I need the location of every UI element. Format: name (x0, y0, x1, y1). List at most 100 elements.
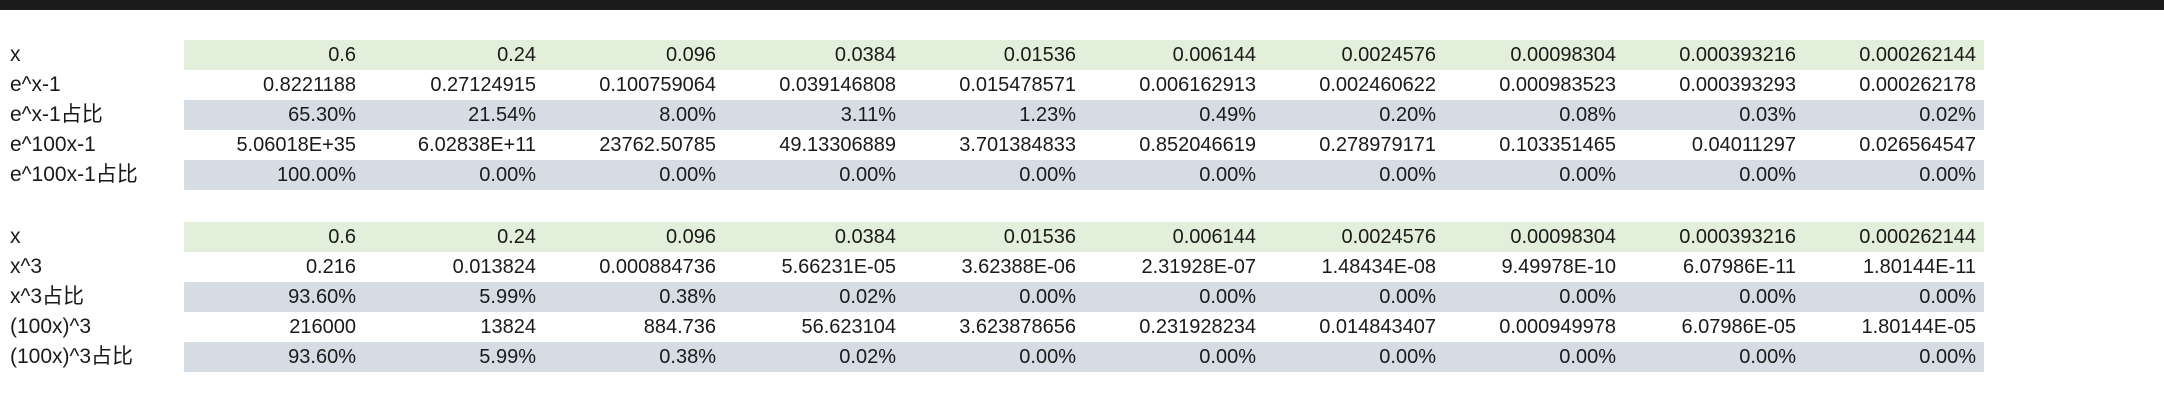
table-cell[interactable]: 1.48434E-08 (1321, 256, 1436, 278)
table-cell[interactable]: 0.00% (1559, 346, 1616, 368)
table-cell[interactable]: 0.000393293 (1679, 74, 1796, 96)
table-cell[interactable]: 0.006144 (1172, 226, 1256, 248)
table-cell[interactable]: 0.20% (1379, 104, 1436, 126)
table-cell[interactable]: 0.852046619 (1139, 134, 1256, 156)
table-cell[interactable]: 0.0384 (834, 44, 896, 66)
table-cell[interactable]: 5.06018E+35 (236, 134, 356, 156)
table-cell[interactable]: 0.8221188 (262, 74, 356, 96)
table-cell[interactable]: 0.014843407 (1319, 316, 1436, 338)
table-cell[interactable]: 0.006162913 (1139, 74, 1256, 96)
table-cell[interactable]: 0.000949978 (1499, 316, 1616, 338)
table-cell[interactable]: 0.231928234 (1139, 316, 1256, 338)
table-cell[interactable]: 216000 (289, 316, 356, 338)
table-cell[interactable]: 0.103351465 (1499, 134, 1616, 156)
table-cell[interactable]: 0.096 (665, 44, 716, 66)
table-cell[interactable]: 0.00% (1019, 286, 1076, 308)
table-cell[interactable]: 0.01536 (1003, 44, 1076, 66)
table-cell[interactable]: 0.000393216 (1679, 226, 1796, 248)
table-cell[interactable]: 0.24 (497, 44, 536, 66)
row-label-cell[interactable]: (100x)^3占比 (10, 345, 134, 368)
table-cell[interactable]: 0.00% (1919, 346, 1976, 368)
table-cell[interactable]: 100.00% (277, 164, 356, 186)
table-cell[interactable]: 3.701384833 (959, 134, 1076, 156)
table-cell[interactable]: 3.623878656 (959, 316, 1076, 338)
table-cell[interactable]: 0.00% (1379, 346, 1436, 368)
table-cell[interactable]: 5.99% (479, 286, 536, 308)
table-cell[interactable]: 0.00% (1559, 164, 1616, 186)
table-cell[interactable]: 0.015478571 (959, 74, 1076, 96)
table-cell[interactable]: 0.00% (1919, 164, 1976, 186)
table-cell[interactable]: 0.6 (328, 44, 356, 66)
table-cell[interactable]: 0.0024576 (1341, 226, 1436, 248)
table-cell[interactable]: 0.00% (839, 164, 896, 186)
table-cell[interactable]: 0.00098304 (1510, 226, 1616, 248)
table-cell[interactable]: 0.002460622 (1319, 74, 1436, 96)
table-cell[interactable]: 3.11% (840, 104, 896, 126)
row-label-cell[interactable]: x (10, 43, 21, 66)
table-cell[interactable]: 2.31928E-07 (1141, 256, 1256, 278)
table-cell[interactable]: 5.99% (479, 346, 536, 368)
row-label-cell[interactable]: e^100x-1 (10, 133, 96, 156)
table-cell[interactable]: 0.02% (839, 286, 896, 308)
table-cell[interactable]: 0.00% (479, 164, 536, 186)
table-cell[interactable]: 0.000262144 (1859, 44, 1976, 66)
table-cell[interactable]: 0.00% (1379, 164, 1436, 186)
table-cell[interactable]: 0.100759064 (599, 74, 716, 96)
table-cell[interactable]: 0.0024576 (1341, 44, 1436, 66)
table-cell[interactable]: 0.00% (1739, 286, 1796, 308)
table-cell[interactable]: 1.23% (1019, 104, 1076, 126)
table-cell[interactable]: 0.00% (1019, 346, 1076, 368)
table-cell[interactable]: 0.00098304 (1510, 44, 1616, 66)
table-cell[interactable]: 0.02% (1919, 104, 1976, 126)
table-cell[interactable]: 0.27124915 (430, 74, 536, 96)
table-cell[interactable]: 0.00% (1559, 286, 1616, 308)
row-label-cell[interactable]: e^x-1占比 (10, 103, 103, 126)
table-cell[interactable]: 0.026564547 (1859, 134, 1976, 156)
table-cell[interactable]: 0.49% (1199, 104, 1256, 126)
table-cell[interactable]: 0.000884736 (599, 256, 716, 278)
table-cell[interactable]: 0.38% (659, 286, 716, 308)
table-cell[interactable]: 0.00% (1739, 164, 1796, 186)
table-cell[interactable]: 5.66231E-05 (781, 256, 896, 278)
table-cell[interactable]: 0.03% (1739, 104, 1796, 126)
table-cell[interactable]: 0.00% (659, 164, 716, 186)
table-cell[interactable]: 93.60% (288, 346, 356, 368)
table-cell[interactable]: 0.000393216 (1679, 44, 1796, 66)
table-cell[interactable]: 9.49978E-10 (1501, 256, 1616, 278)
table-cell[interactable]: 65.30% (288, 104, 356, 126)
table-cell[interactable]: 23762.50785 (599, 134, 716, 156)
table-cell[interactable]: 0.08% (1559, 104, 1616, 126)
table-cell[interactable]: 0.00% (1199, 286, 1256, 308)
table-cell[interactable]: 8.00% (659, 104, 716, 126)
row-label-cell[interactable]: e^x-1 (10, 73, 61, 96)
table-cell[interactable]: 1.80144E-11 (1862, 256, 1976, 278)
table-cell[interactable]: 0.00% (1919, 286, 1976, 308)
table-cell[interactable]: 0.38% (659, 346, 716, 368)
row-label-cell[interactable]: e^100x-1占比 (10, 163, 138, 186)
table-cell[interactable]: 0.00% (1199, 346, 1256, 368)
table-cell[interactable]: 0.6 (328, 226, 356, 248)
table-cell[interactable]: 13824 (480, 316, 536, 338)
table-cell[interactable]: 6.02838E+11 (417, 134, 536, 156)
table-cell[interactable]: 0.039146808 (779, 74, 896, 96)
table-cell[interactable]: 884.736 (643, 316, 716, 338)
table-cell[interactable]: 0.04011297 (1691, 134, 1796, 156)
row-label-cell[interactable]: (100x)^3 (10, 315, 92, 338)
table-cell[interactable]: 0.013824 (452, 256, 536, 278)
table-cell[interactable]: 1.80144E-05 (1861, 316, 1976, 338)
row-label-cell[interactable]: x^3占比 (10, 285, 85, 308)
table-cell[interactable]: 0.24 (497, 226, 536, 248)
row-label-cell[interactable]: x^3 (10, 255, 43, 278)
row-label-cell[interactable]: x (10, 225, 21, 248)
table-cell[interactable]: 0.000262178 (1859, 74, 1976, 96)
table-cell[interactable]: 0.00% (1199, 164, 1256, 186)
table-cell[interactable]: 0.096 (665, 226, 716, 248)
table-cell[interactable]: 6.07986E-11 (1682, 256, 1796, 278)
table-cell[interactable]: 0.000983523 (1499, 74, 1616, 96)
table-cell[interactable]: 0.006144 (1172, 44, 1256, 66)
table-cell[interactable]: 3.62388E-06 (961, 256, 1076, 278)
table-cell[interactable]: 0.01536 (1003, 226, 1076, 248)
table-cell[interactable]: 49.13306889 (779, 134, 896, 156)
table-cell[interactable]: 21.54% (468, 104, 536, 126)
table-cell[interactable]: 0.00% (1379, 286, 1436, 308)
